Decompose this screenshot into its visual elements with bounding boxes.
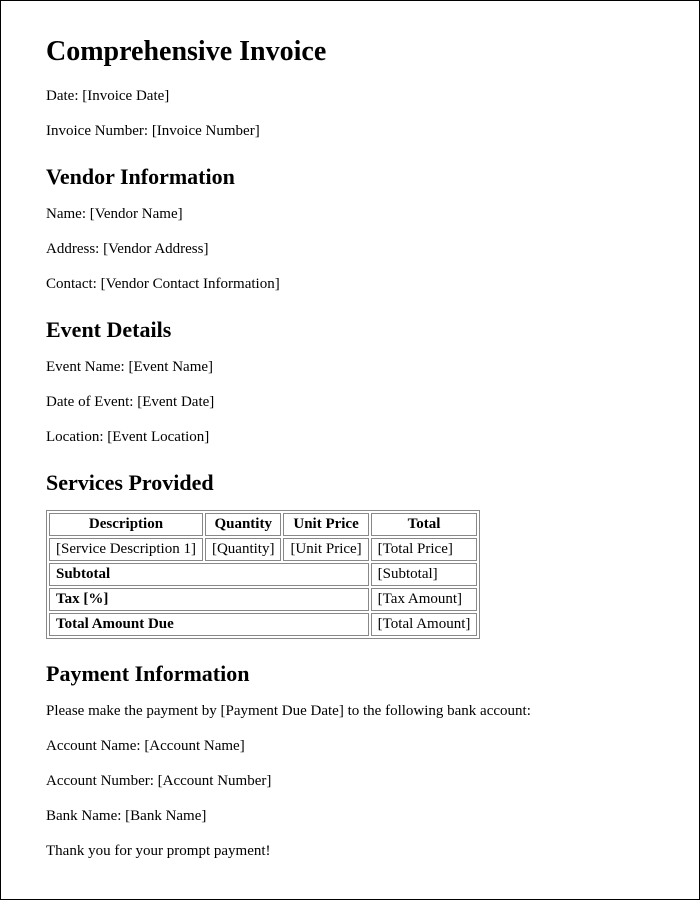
vendor-contact-label: Contact: xyxy=(46,276,97,292)
vendor-address-label: Address: xyxy=(46,241,99,257)
event-location-value: [Event Location] xyxy=(107,429,209,445)
vendor-address-value: [Vendor Address] xyxy=(103,241,208,257)
payment-due-date: [Payment Due Date] xyxy=(221,703,344,719)
payment-intro-prefix: Please make the payment by xyxy=(46,703,221,719)
cell-total: [Total Price] xyxy=(371,538,478,561)
table-row-subtotal: Subtotal [Subtotal] xyxy=(49,563,477,586)
event-name-label: Event Name: xyxy=(46,359,125,375)
account-number-label: Account Number: xyxy=(46,773,154,789)
col-quantity: Quantity xyxy=(205,513,281,536)
vendor-name-line: Name: [Vendor Name] xyxy=(46,204,654,225)
cell-quantity: [Quantity] xyxy=(205,538,281,561)
subtotal-value: [Subtotal] xyxy=(371,563,478,586)
vendor-heading: Vendor Information xyxy=(46,164,654,190)
cell-unit-price: [Unit Price] xyxy=(283,538,368,561)
services-heading: Services Provided xyxy=(46,470,654,496)
vendor-name-label: Name: xyxy=(46,206,86,222)
account-name-value: [Account Name] xyxy=(144,738,244,754)
total-due-value: [Total Amount] xyxy=(371,613,478,636)
col-total: Total xyxy=(371,513,478,536)
vendor-contact-value: [Vendor Contact Information] xyxy=(101,276,280,292)
bank-name-label: Bank Name: xyxy=(46,808,121,824)
bank-name-line: Bank Name: [Bank Name] xyxy=(46,806,654,827)
payment-intro-suffix: to the following bank account: xyxy=(344,703,531,719)
event-name-line: Event Name: [Event Name] xyxy=(46,357,654,378)
subtotal-label: Subtotal xyxy=(49,563,369,586)
invoice-number-line: Invoice Number: [Invoice Number] xyxy=(46,121,654,142)
account-name-label: Account Name: xyxy=(46,738,141,754)
account-name-line: Account Name: [Account Name] xyxy=(46,736,654,757)
table-row-total: Total Amount Due [Total Amount] xyxy=(49,613,477,636)
event-location-line: Location: [Event Location] xyxy=(46,427,654,448)
col-unit-price: Unit Price xyxy=(283,513,368,536)
payment-intro: Please make the payment by [Payment Due … xyxy=(46,701,654,722)
event-date-line: Date of Event: [Event Date] xyxy=(46,392,654,413)
event-date-value: [Event Date] xyxy=(137,394,214,410)
tax-label: Tax [%] xyxy=(49,588,369,611)
tax-value: [Tax Amount] xyxy=(371,588,478,611)
account-number-line: Account Number: [Account Number] xyxy=(46,771,654,792)
date-value: [Invoice Date] xyxy=(82,88,169,104)
thank-you-line: Thank you for your prompt payment! xyxy=(46,841,654,862)
event-location-label: Location: xyxy=(46,429,103,445)
invoice-number-label: Invoice Number: xyxy=(46,123,148,139)
vendor-name-value: [Vendor Name] xyxy=(90,206,183,222)
vendor-address-line: Address: [Vendor Address] xyxy=(46,239,654,260)
event-date-label: Date of Event: xyxy=(46,394,133,410)
vendor-contact-line: Contact: [Vendor Contact Information] xyxy=(46,274,654,295)
payment-heading: Payment Information xyxy=(46,661,654,687)
table-header-row: Description Quantity Unit Price Total xyxy=(49,513,477,536)
date-label: Date: xyxy=(46,88,78,104)
invoice-date-line: Date: [Invoice Date] xyxy=(46,86,654,107)
page-title: Comprehensive Invoice xyxy=(46,36,654,68)
col-description: Description xyxy=(49,513,203,536)
table-row: [Service Description 1] [Quantity] [Unit… xyxy=(49,538,477,561)
account-number-value: [Account Number] xyxy=(158,773,272,789)
bank-name-value: [Bank Name] xyxy=(125,808,206,824)
table-row-tax: Tax [%] [Tax Amount] xyxy=(49,588,477,611)
services-table: Description Quantity Unit Price Total [S… xyxy=(46,510,480,639)
total-due-label: Total Amount Due xyxy=(49,613,369,636)
invoice-number-value: [Invoice Number] xyxy=(152,123,260,139)
event-name-value: [Event Name] xyxy=(128,359,213,375)
cell-description: [Service Description 1] xyxy=(49,538,203,561)
invoice-page: Comprehensive Invoice Date: [Invoice Dat… xyxy=(0,0,700,900)
event-heading: Event Details xyxy=(46,317,654,343)
